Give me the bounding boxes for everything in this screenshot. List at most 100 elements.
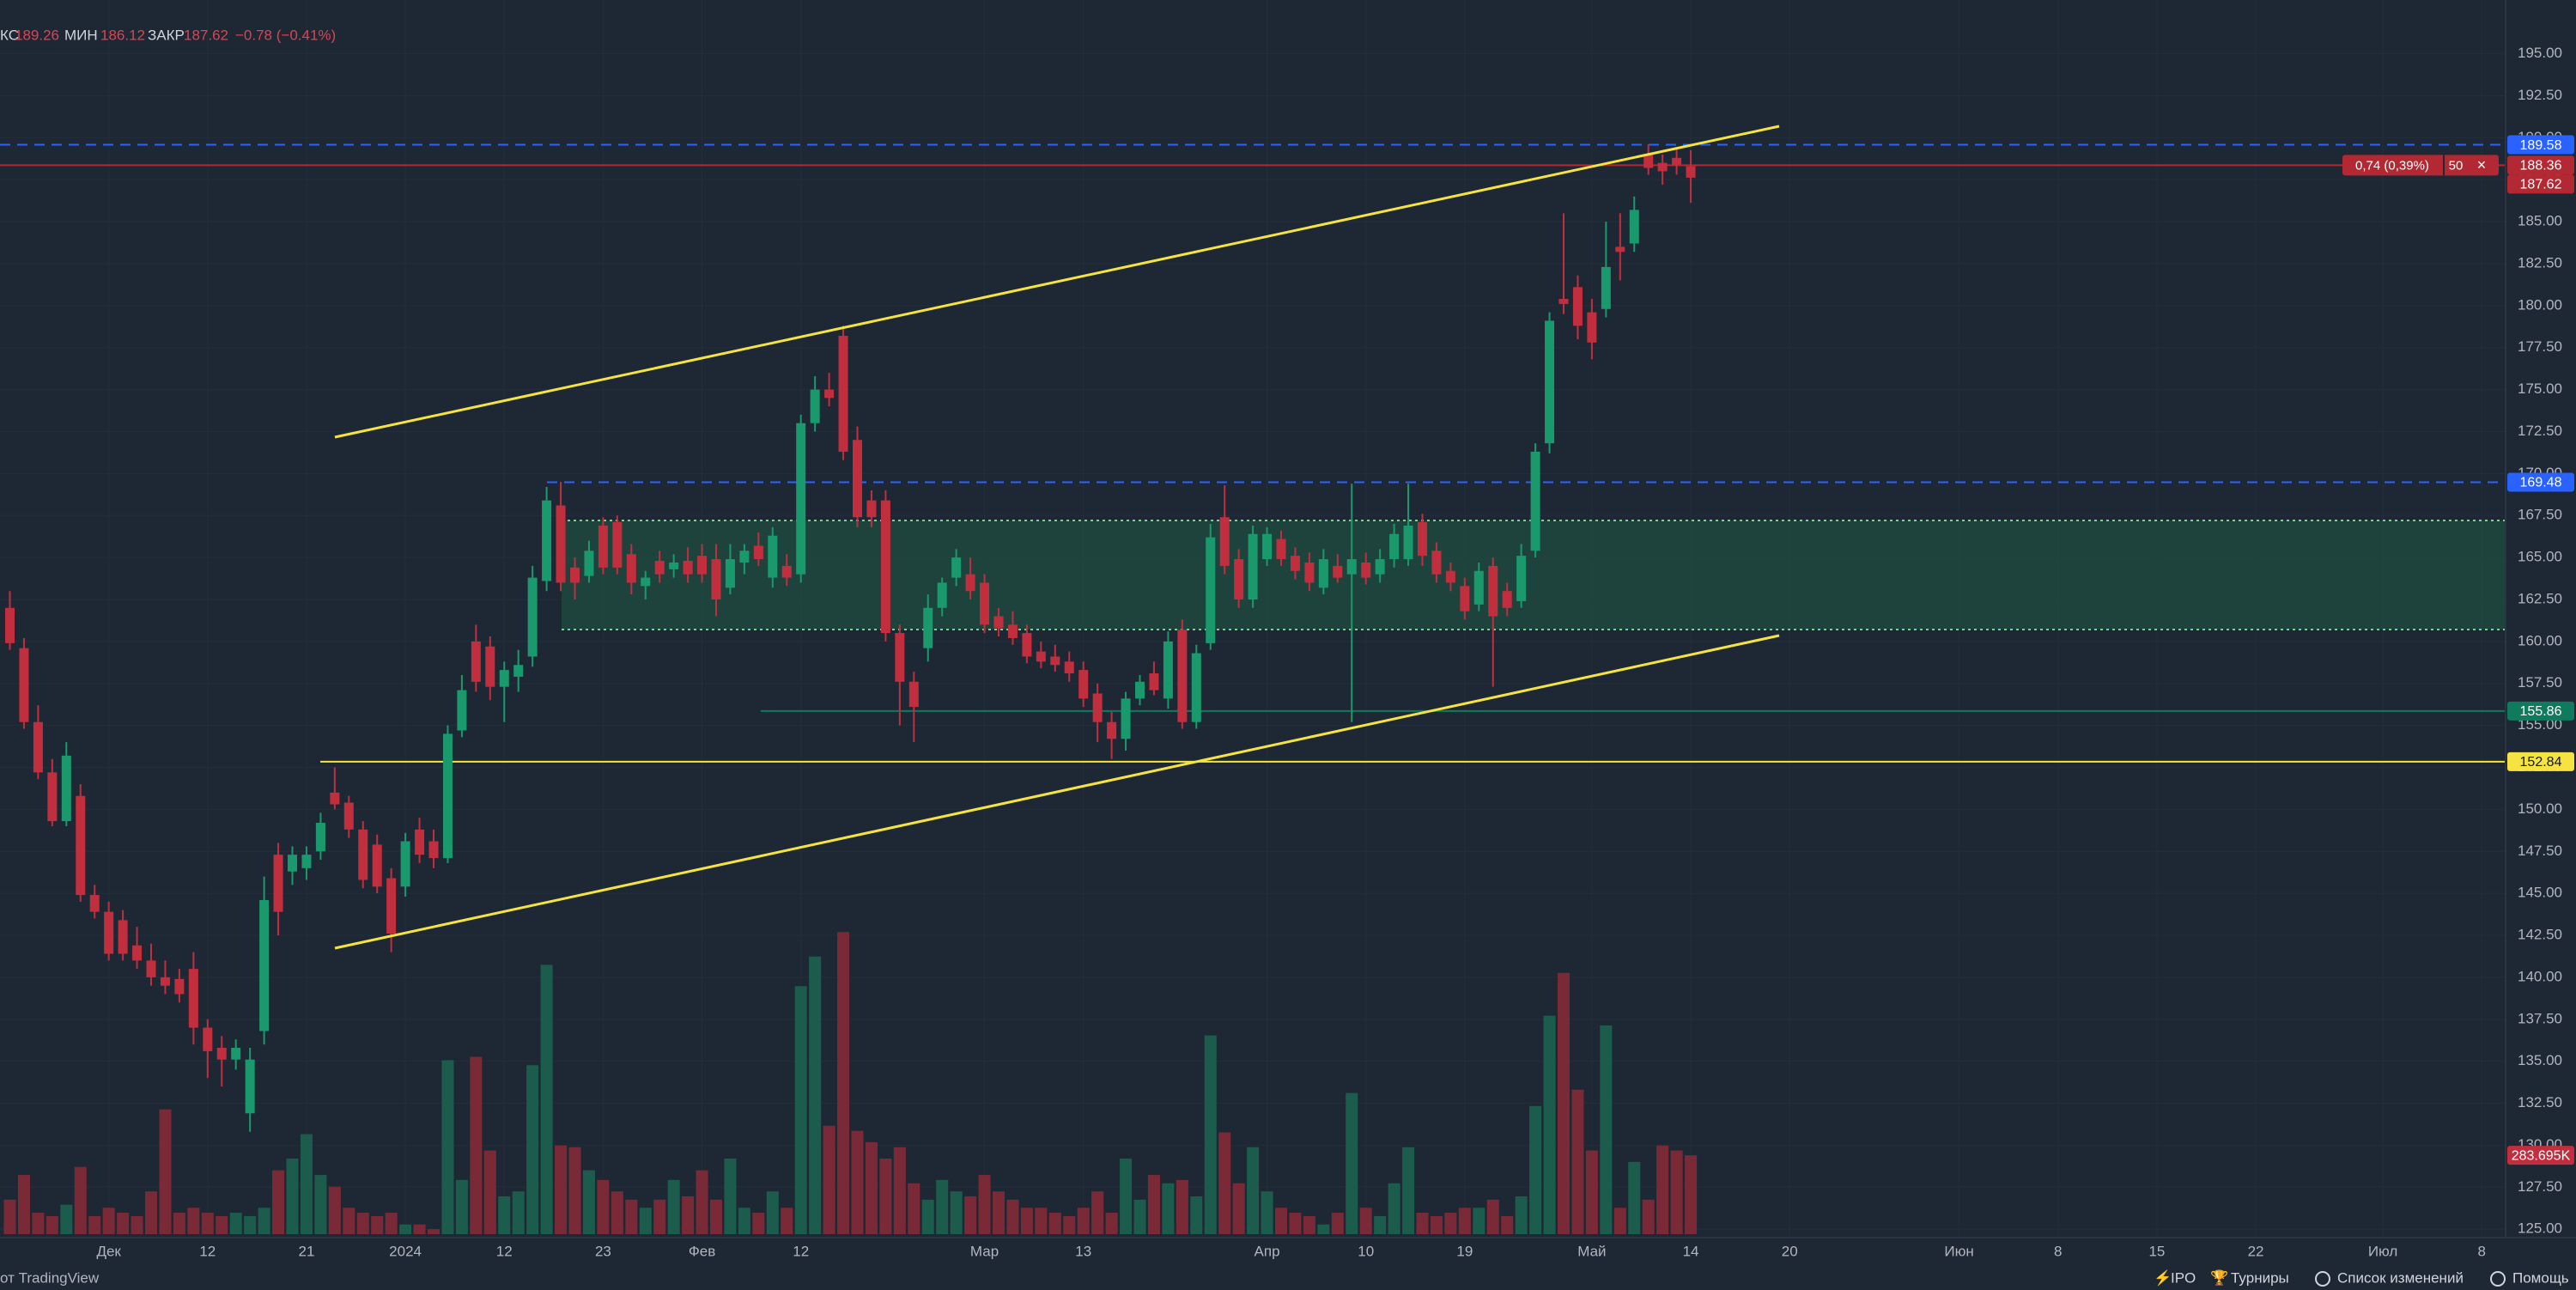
candle-body	[1206, 537, 1216, 643]
volume-bar	[74, 1166, 87, 1234]
candle-body	[301, 855, 312, 868]
volume-bar	[1035, 1208, 1048, 1234]
volume-bar	[470, 1056, 483, 1234]
volume-bar	[17, 1175, 30, 1234]
volume-bar	[1006, 1199, 1019, 1234]
volume-bar	[1063, 1215, 1076, 1234]
candle-body	[1657, 162, 1668, 172]
x-tick-label: Июн	[1944, 1243, 1973, 1259]
candle-body	[1304, 562, 1315, 583]
x-tick-label: Мар	[970, 1243, 999, 1259]
price-tag	[2507, 472, 2574, 492]
footer-link[interactable]: IPO	[2171, 1269, 2196, 1286]
candle-body	[428, 841, 439, 859]
volume-bar	[428, 1229, 440, 1234]
volume-bar	[597, 1179, 610, 1234]
volume-bar	[611, 1191, 623, 1234]
volume-bar	[328, 1186, 341, 1234]
footer-link[interactable]: Помощь	[2512, 1269, 2569, 1286]
candle-body	[1445, 570, 1455, 583]
candle-body	[343, 802, 354, 830]
candle-body	[1530, 451, 1540, 551]
volume-bar	[1486, 1199, 1499, 1234]
candle-body	[895, 633, 905, 682]
volume-bar	[738, 1208, 750, 1234]
volume-bar	[187, 1208, 200, 1234]
candle-body	[866, 500, 877, 518]
volume-bar	[1529, 1105, 1542, 1234]
candle-body	[796, 423, 806, 575]
volume-bar	[809, 956, 822, 1234]
candle-body	[457, 690, 467, 731]
candle-body	[203, 1027, 213, 1051]
candle-body	[1290, 556, 1300, 571]
x-tick-label: 12	[496, 1243, 513, 1259]
position-pnl: 0,74 (0,39%)	[2355, 158, 2429, 173]
levels	[0, 143, 2506, 763]
candle-body	[1318, 559, 1328, 588]
volume-bar	[32, 1213, 45, 1234]
volume-bar	[88, 1215, 101, 1234]
volume-bar	[1105, 1213, 1118, 1234]
y-tick-label: 182.50	[2518, 254, 2562, 271]
volume-bar	[1190, 1196, 1203, 1234]
volume-bar	[1162, 1183, 1175, 1234]
x-tick-label: 21	[298, 1243, 314, 1259]
volume-bar	[781, 1208, 793, 1234]
candle-body	[1078, 670, 1089, 699]
volume-bar	[724, 1158, 737, 1234]
volume-bar	[173, 1213, 185, 1234]
volume-bar	[794, 986, 807, 1234]
candle-body	[245, 1059, 255, 1114]
footer-link[interactable]: Турниры	[2231, 1269, 2289, 1286]
volume-bar	[1091, 1191, 1104, 1234]
volumes	[3, 932, 1698, 1234]
volume-bar	[625, 1199, 638, 1234]
volume-bar	[978, 1175, 991, 1234]
volume-bar	[766, 1191, 779, 1234]
volume-bar	[582, 1170, 595, 1234]
volume-bar	[837, 932, 850, 1234]
volume-bar	[752, 1213, 765, 1234]
y-tick-label: 147.50	[2518, 843, 2562, 859]
position-close[interactable]: ×	[2477, 156, 2487, 173]
volume-bar	[908, 1183, 920, 1234]
volume-bar	[1317, 1224, 1330, 1234]
candle-body	[556, 505, 566, 583]
candle-body	[1346, 559, 1357, 575]
candle-body	[1248, 533, 1258, 599]
volume-bar	[286, 1158, 299, 1234]
volume-bar	[921, 1199, 934, 1234]
candle-body	[570, 567, 580, 583]
header-value: 189.26	[15, 27, 59, 43]
volume-bar	[60, 1204, 73, 1234]
candle-body	[1149, 673, 1159, 691]
volume-bar	[1458, 1208, 1471, 1234]
candle-body	[1333, 565, 1343, 578]
x-tick-label: 19	[1456, 1243, 1473, 1259]
candle-body	[1050, 656, 1060, 666]
candle-body	[598, 525, 608, 568]
candle-body	[768, 535, 778, 578]
candle-body	[442, 733, 453, 859]
grid	[0, 0, 2506, 1236]
y-tick-label: 125.00	[2518, 1220, 2562, 1237]
volume-bar	[555, 1145, 568, 1234]
footer-link[interactable]: Список изменений	[2337, 1269, 2464, 1286]
candle-body	[1389, 533, 1400, 560]
volume-bar	[1670, 1150, 1683, 1234]
candle-body	[471, 641, 481, 682]
candle-body	[781, 565, 792, 578]
candle-body	[1234, 559, 1244, 599]
icon	[2490, 1271, 2506, 1287]
y-tick-label: 167.50	[2518, 507, 2562, 523]
candle-body	[118, 920, 128, 954]
candle-body	[372, 844, 382, 887]
candle-body	[683, 561, 693, 575]
y-tick-label: 155.00	[2518, 716, 2562, 733]
x-tick-label: 8	[2478, 1243, 2486, 1259]
y-tick-label: 165.00	[2518, 549, 2562, 565]
candle-body	[993, 616, 1004, 629]
